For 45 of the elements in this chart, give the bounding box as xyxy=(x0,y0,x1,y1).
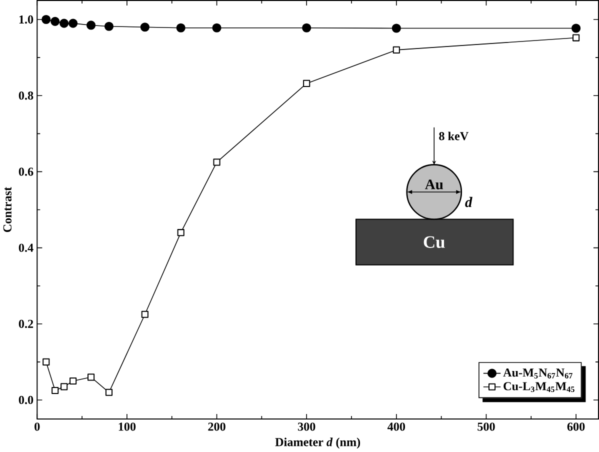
legend-label: Cu-L$_{3}$M$_{45}$M$_{45}$ xyxy=(504,382,574,392)
annotation: d xyxy=(465,196,472,208)
x-tick-label: 200 xyxy=(208,422,226,431)
annotation: Cu xyxy=(424,236,445,248)
point xyxy=(213,158,220,166)
y-tick-label: 0.0 xyxy=(18,396,34,404)
point xyxy=(60,18,69,28)
point xyxy=(140,22,150,32)
point xyxy=(86,20,96,30)
y-tick-label: 0.8 xyxy=(18,91,34,100)
point xyxy=(52,386,59,394)
point xyxy=(303,80,310,87)
point xyxy=(104,22,114,31)
point xyxy=(50,16,60,26)
y-axis-title: Contrast xyxy=(3,186,12,232)
point xyxy=(302,23,312,32)
x-tick-label: 600 xyxy=(567,422,585,431)
point xyxy=(87,374,95,381)
point xyxy=(212,23,222,32)
y-tick-label: 1.0 xyxy=(19,15,34,24)
x-tick-label: 0 xyxy=(34,422,40,431)
point xyxy=(392,46,400,54)
legend-label: Au-M$_{5}$N$_{67}$N$_{67}$ xyxy=(503,368,572,378)
point xyxy=(572,34,580,42)
annotation: Au xyxy=(424,180,444,190)
point xyxy=(141,310,148,318)
annotation: 8 keV xyxy=(439,132,468,140)
point xyxy=(42,14,51,24)
point xyxy=(70,377,77,384)
x-axis-title: Diameter d (nm) xyxy=(275,438,360,449)
point xyxy=(68,18,78,28)
y-tick-label: 0.6 xyxy=(18,168,34,176)
x-tick-label: 300 xyxy=(298,422,316,431)
y-tick-label: 0.4 xyxy=(18,244,34,252)
point xyxy=(60,383,68,390)
x-tick-label: 400 xyxy=(387,422,406,431)
y-tick-label: 0.2 xyxy=(18,320,34,328)
point xyxy=(42,358,50,366)
point xyxy=(105,388,113,396)
x-tick-label: 100 xyxy=(118,422,136,431)
point xyxy=(392,24,401,33)
point xyxy=(177,229,184,236)
point xyxy=(572,24,581,33)
point xyxy=(176,23,186,32)
x-tick-label: 500 xyxy=(478,422,495,431)
